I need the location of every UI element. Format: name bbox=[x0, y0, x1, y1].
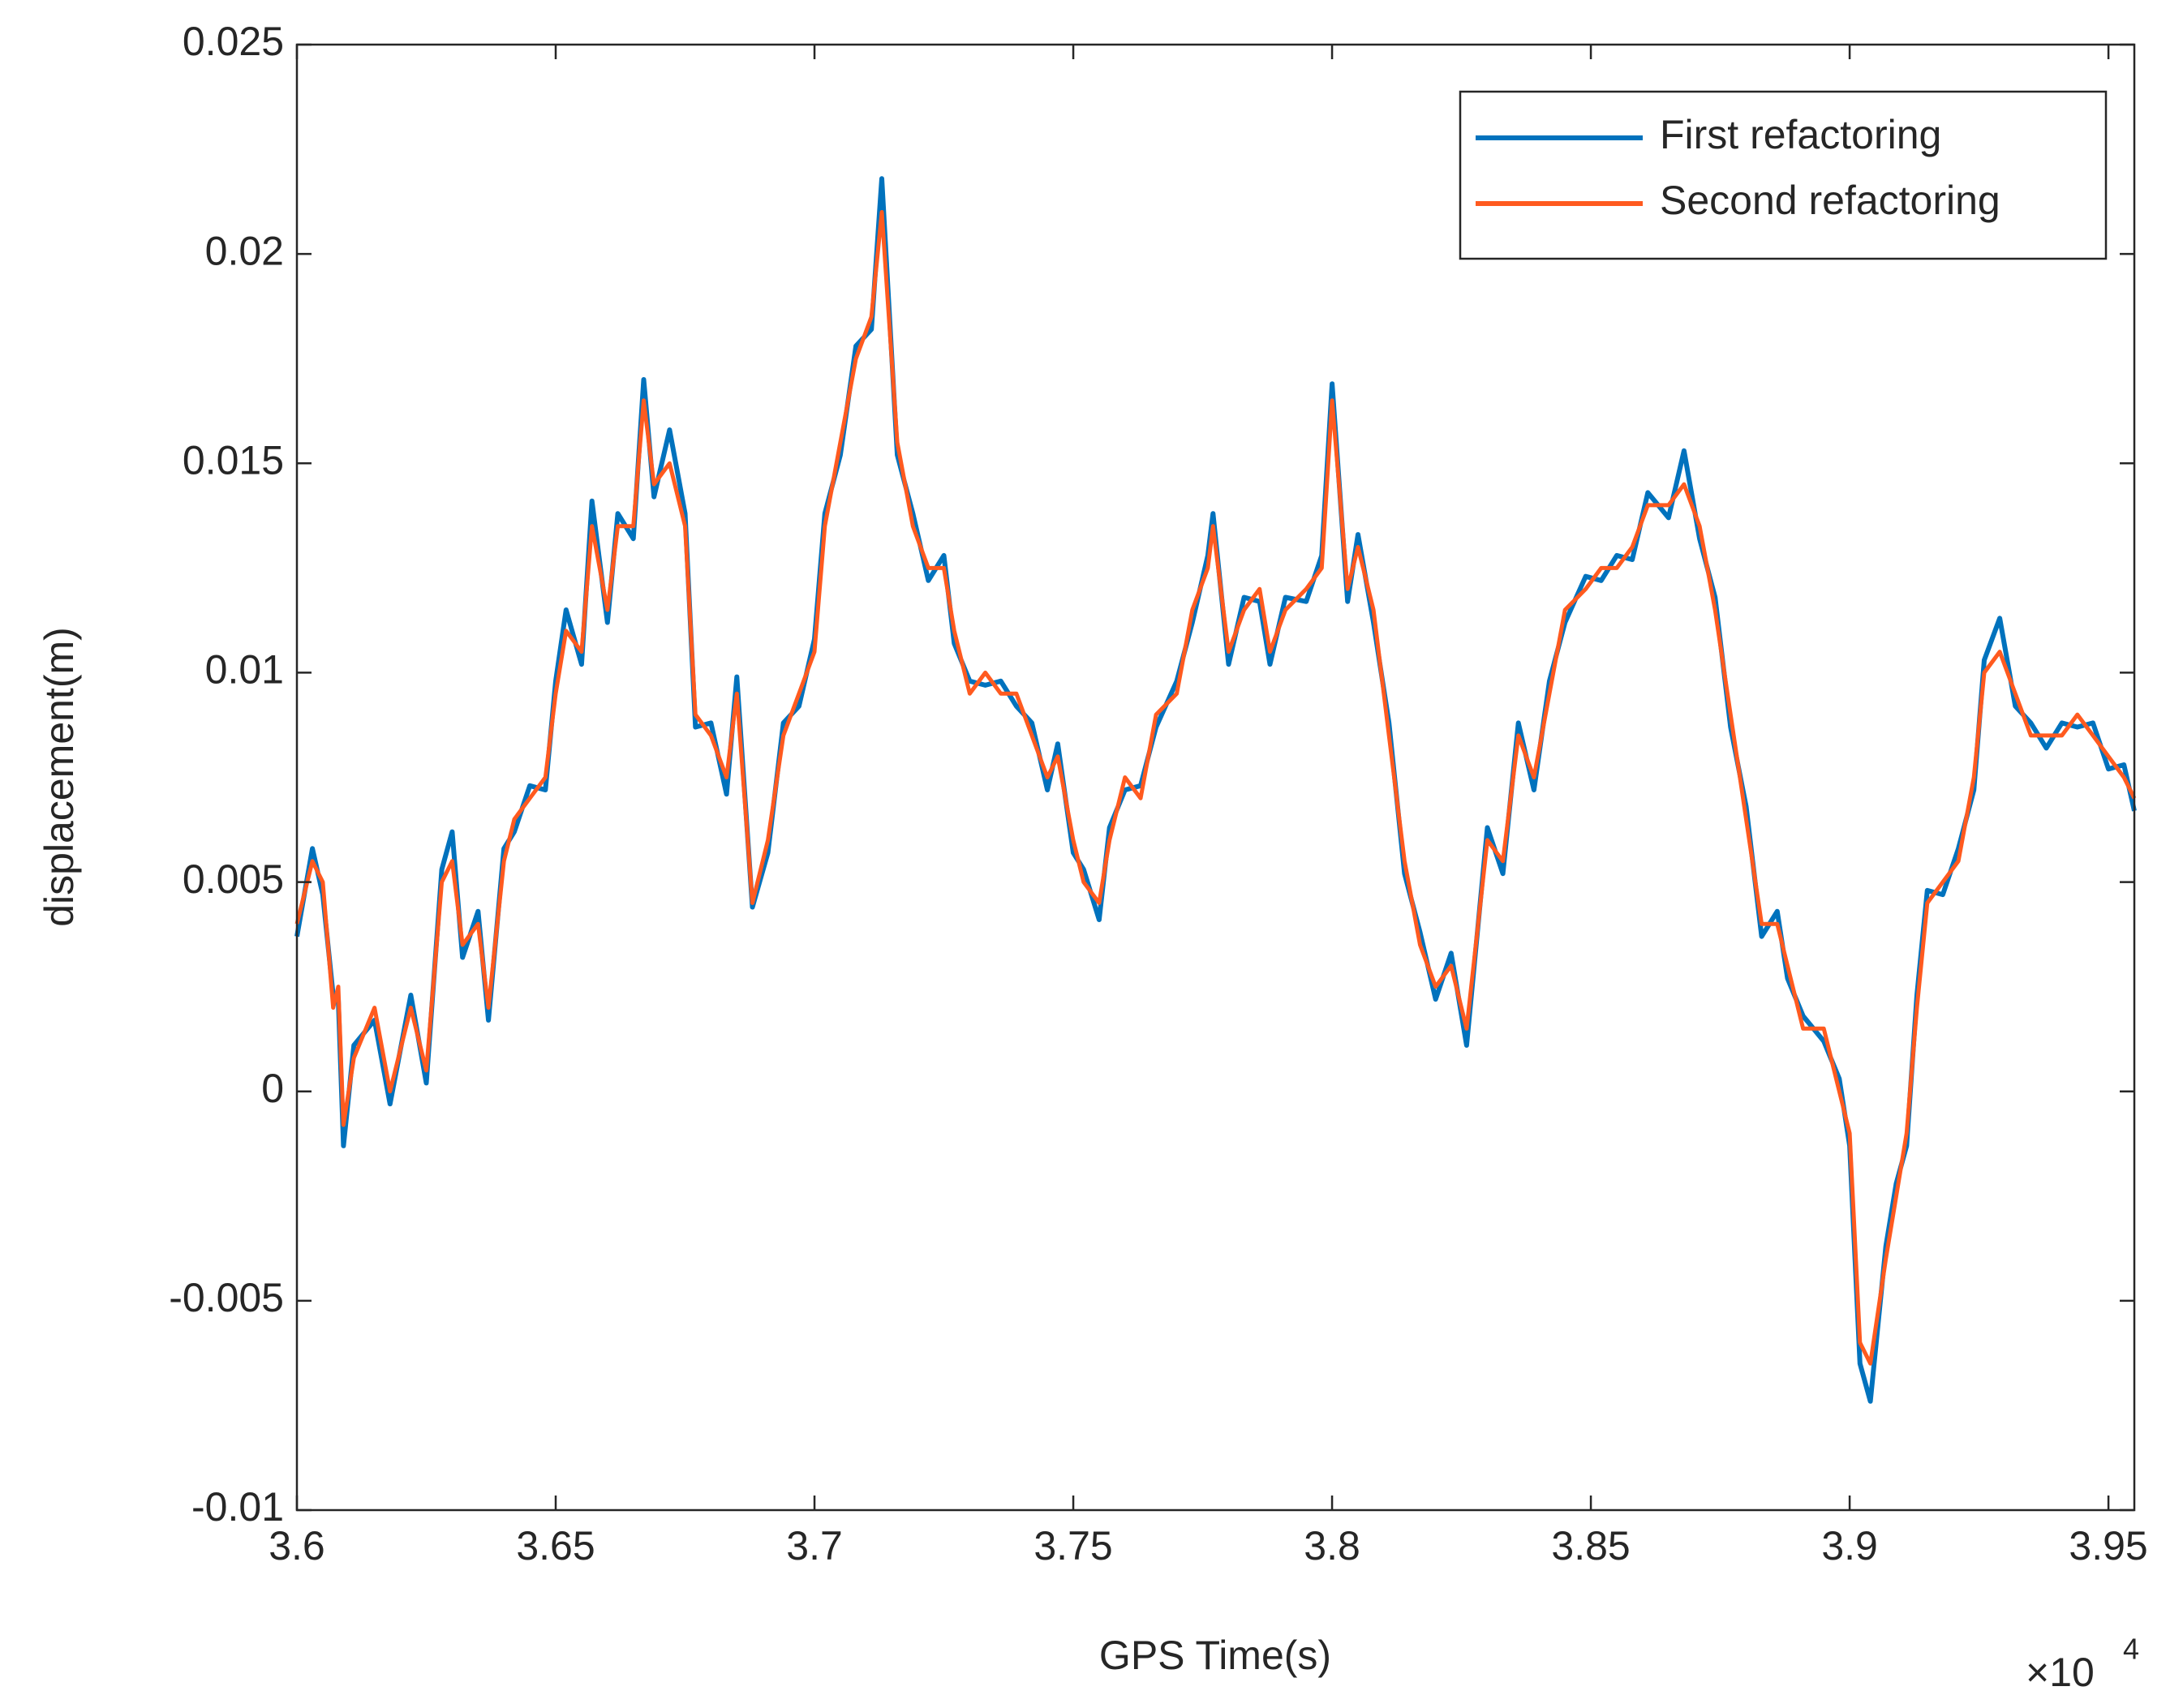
legend-label: Second refactoring bbox=[1660, 178, 2000, 223]
x-tick-label: 3.75 bbox=[1033, 1523, 1112, 1569]
y-tick-label: 0.015 bbox=[183, 437, 284, 483]
y-tick-label: 0.025 bbox=[183, 19, 284, 64]
axes-box bbox=[295, 43, 2136, 1512]
x-multiplier-exponent: 4 bbox=[2123, 1633, 2139, 1666]
x-tick-label: 3.85 bbox=[1551, 1523, 1630, 1569]
x-multiplier: ×10 bbox=[2026, 1650, 2095, 1695]
x-tick-label: 3.8 bbox=[1304, 1523, 1360, 1569]
legend-box bbox=[1459, 90, 2108, 260]
x-tick-label: 3.7 bbox=[786, 1523, 843, 1569]
x-tick-label: 3.6 bbox=[269, 1523, 325, 1569]
x-tick-label: 3.95 bbox=[2069, 1523, 2147, 1569]
y-tick-label: 0.01 bbox=[205, 647, 284, 693]
y-axis-label: displacement(m) bbox=[37, 627, 82, 927]
y-tick-label: -0.01 bbox=[191, 1484, 284, 1530]
legend-label: First refactoring bbox=[1660, 112, 1941, 157]
x-axis-label: GPS Time(s) bbox=[1099, 1633, 1331, 1678]
y-tick-label: -0.005 bbox=[169, 1275, 284, 1320]
x-tick-label: 3.9 bbox=[1821, 1523, 1878, 1569]
y-tick-label: 0.02 bbox=[205, 228, 284, 273]
x-tick-label: 3.65 bbox=[516, 1523, 595, 1569]
data-line bbox=[294, 210, 2137, 1366]
y-tick-label: 0 bbox=[261, 1066, 284, 1111]
y-tick-label: 0.005 bbox=[183, 856, 284, 902]
